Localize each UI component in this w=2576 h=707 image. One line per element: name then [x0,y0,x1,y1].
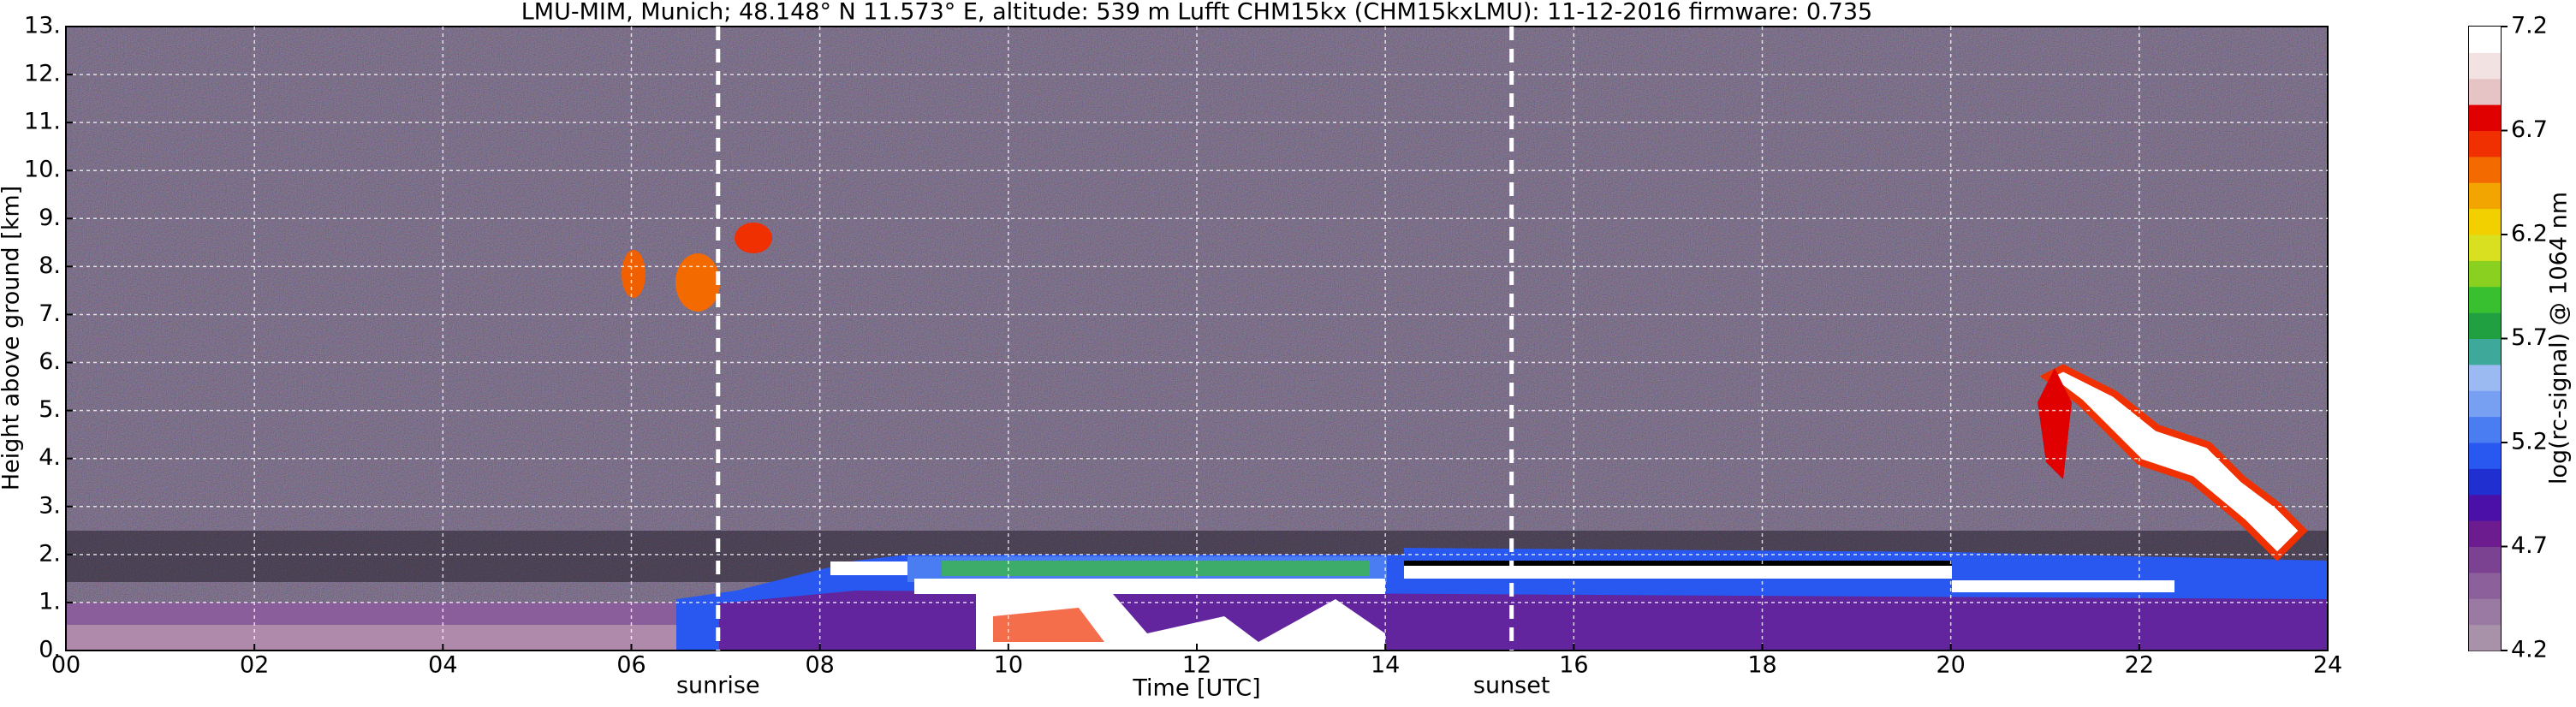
colorbar-segment [2469,546,2501,573]
colorbar-segment [2469,520,2501,547]
chart-title: LMU-MIM, Munich; 48.148° N 11.573° E, al… [521,0,1872,26]
colorbar-tick-label: 5.2 [2511,429,2548,455]
y-tick-label: 9. [39,205,61,231]
colorbar-tick-label: 5.7 [2511,324,2548,351]
colorbar-segment [2469,572,2501,599]
y-tick-label: 11. [24,109,61,135]
colorbar-segment [2469,494,2501,521]
colorbar-segment [2469,78,2501,105]
colorbar-segment [2469,156,2501,183]
colorbar-tick-label: 4.2 [2511,637,2548,663]
colorbar-segment [2469,390,2501,418]
colorbar-segment [2469,182,2501,210]
x-tick-label: 24 [2313,652,2342,679]
x-tick-label: 08 [805,652,834,679]
colorbar-segment [2469,52,2501,80]
x-tick-label: 10 [994,652,1023,679]
y-tick-label: 3. [39,492,61,519]
x-tick-label: 06 [616,652,645,679]
colorbar-segment [2469,312,2501,339]
y-tick-label: 2. [39,540,61,567]
y-tick-label: 7. [39,300,61,327]
colorbar-segment [2469,468,2501,496]
y-tick-label: 12. [24,61,61,87]
colorbar-segment [2469,338,2501,365]
y-tick-label: 4. [39,444,61,471]
x-tick-label: 16 [1559,652,1588,679]
colorbar-tick-label: 4.7 [2511,532,2548,559]
x-tick-label: 00 [51,652,80,679]
colorbar-segment [2469,624,2501,651]
colorbar-segment [2469,364,2501,391]
colorbar-segment [2469,286,2501,313]
x-tick-label: 12 [1182,652,1211,679]
x-tick-label: 04 [428,652,457,679]
colorbar-segment [2469,260,2501,288]
colorbar-label: log(rc-signal) @ 1064 nm [2546,192,2573,484]
y-tick-label: 6. [39,348,61,375]
y-tick-label: 1. [39,588,61,615]
colorbar-segment [2469,208,2501,235]
colorbar-segment [2469,598,2501,626]
y-axis-label: Height above ground [km] [0,186,25,490]
x-tick-label: 20 [1936,652,1965,679]
x-tick-label: 22 [2125,652,2154,679]
x-tick-label: 02 [240,652,269,679]
y-tick-label: 10. [24,157,61,183]
colorbar-tick-label: 7.2 [2511,13,2548,39]
y-tick-label: 8. [39,253,61,279]
y-tick-label: 5. [39,396,61,423]
colorbar-segment [2469,130,2501,157]
x-tick-label: 14 [1371,652,1400,679]
x-tick-label: 18 [1747,652,1776,679]
colorbar-tick-label: 6.2 [2511,221,2548,247]
colorbar-segment [2469,443,2501,469]
colorbar-segment [2469,235,2501,261]
annotation-label: sunset [1473,673,1550,699]
colorbar-segment [2469,27,2501,53]
colorbar-tick-label: 6.7 [2511,116,2548,143]
annotation-label: sunrise [676,673,760,699]
y-tick-label: 13. [24,13,61,39]
colorbar-segment [2469,104,2501,131]
y-tick-label: 0. [39,637,61,663]
x-axis-label: Time [UTC] [1132,675,1260,702]
colorbar-segment [2469,416,2501,443]
